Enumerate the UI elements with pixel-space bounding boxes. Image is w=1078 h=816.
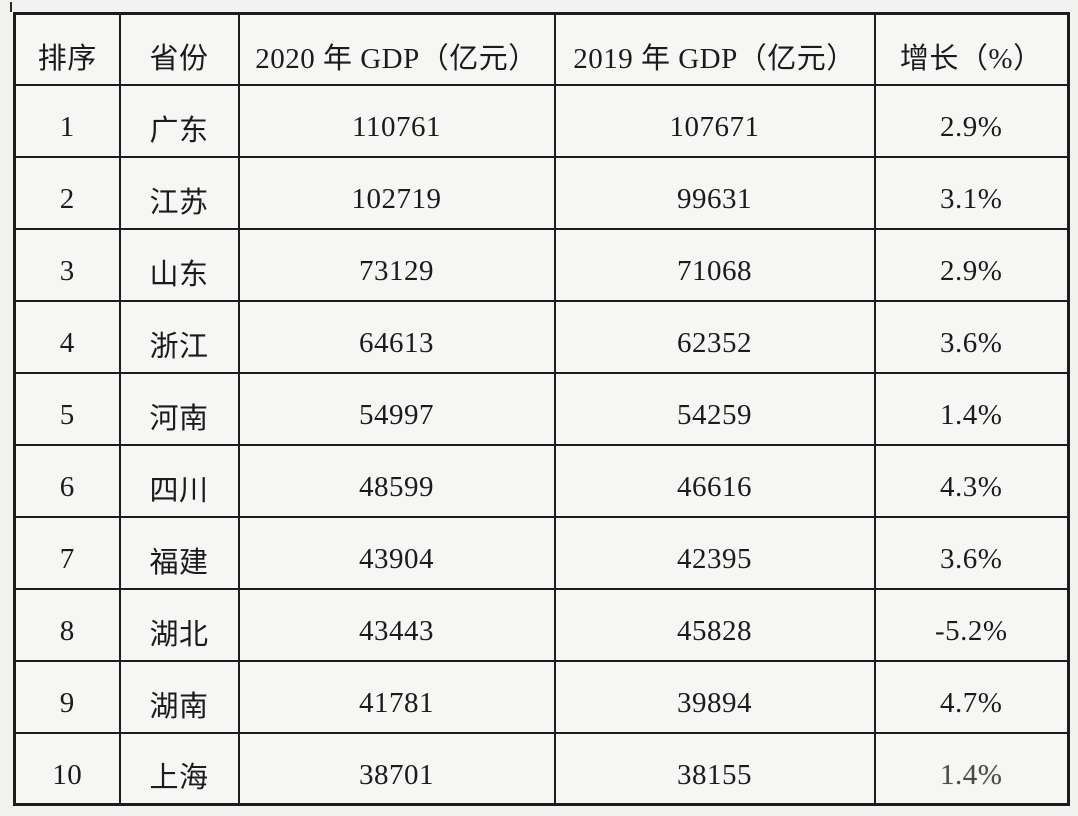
cell-gdp2020: 48599 [237, 443, 556, 518]
cell-rank: 1 [13, 83, 121, 158]
header-cell-rank: 排序 [13, 12, 121, 86]
cell-gdp2019: 46616 [553, 443, 876, 518]
cell-growth: 4.7% [873, 659, 1070, 734]
cell-gdp2020: 73129 [237, 227, 556, 302]
cell-gdp2020: 41781 [237, 659, 556, 734]
table-row: 10 上海 38701 38155 1.4% [13, 731, 1070, 806]
table-row: 1 广东 110761 107671 2.9% [13, 83, 1070, 158]
cell-province: 上海 [118, 731, 240, 806]
cell-gdp2020: 64613 [237, 299, 556, 374]
cell-growth: -5.2% [873, 587, 1070, 662]
cell-province: 湖南 [118, 659, 240, 734]
cell-gdp2019: 39894 [553, 659, 876, 734]
cell-growth: 1.4% [873, 371, 1070, 446]
cell-province: 湖北 [118, 587, 240, 662]
table-row: 5 河南 54997 54259 1.4% [13, 371, 1070, 446]
cell-growth: 2.9% [873, 227, 1070, 302]
cell-gdp2019: 107671 [553, 83, 876, 158]
header-row: 排序 省份 2020 年 GDP（亿元） 2019 年 GDP（亿元） 增长（%… [13, 12, 1070, 86]
cell-rank: 6 [13, 443, 121, 518]
cell-gdp2020: 38701 [237, 731, 556, 806]
table-row: 4 浙江 64613 62352 3.6% [13, 299, 1070, 374]
cell-province: 四川 [118, 443, 240, 518]
cell-growth: 3.1% [873, 155, 1070, 230]
cell-growth: 3.6% [873, 299, 1070, 374]
cell-gdp2019: 42395 [553, 515, 876, 590]
cell-rank: 3 [13, 227, 121, 302]
cell-gdp2019: 45828 [553, 587, 876, 662]
header-cell-province: 省份 [118, 12, 240, 86]
cell-gdp2019: 71068 [553, 227, 876, 302]
cell-gdp2020: 43904 [237, 515, 556, 590]
cell-rank: 2 [13, 155, 121, 230]
cell-gdp2020: 102719 [237, 155, 556, 230]
table-row: 3 山东 73129 71068 2.9% [13, 227, 1070, 302]
cell-gdp2020: 110761 [237, 83, 556, 158]
cell-gdp2019: 38155 [553, 731, 876, 806]
cell-province: 河南 [118, 371, 240, 446]
cell-gdp2019: 54259 [553, 371, 876, 446]
cell-growth: 4.3% [873, 443, 1070, 518]
cell-growth: 3.6% [873, 515, 1070, 590]
table-row: 7 福建 43904 42395 3.6% [13, 515, 1070, 590]
cell-rank: 7 [13, 515, 121, 590]
table-row: 9 湖南 41781 39894 4.7% [13, 659, 1070, 734]
cell-gdp2019: 62352 [553, 299, 876, 374]
cell-province: 江苏 [118, 155, 240, 230]
table-row: 2 江苏 102719 99631 3.1% [13, 155, 1070, 230]
cell-province: 山东 [118, 227, 240, 302]
header-cell-growth: 增长（%） [873, 12, 1070, 86]
cell-growth: 2.9% [873, 83, 1070, 158]
header-cell-gdp2019: 2019 年 GDP（亿元） [553, 12, 876, 86]
cell-rank: 5 [13, 371, 121, 446]
cell-rank: 10 [13, 731, 121, 806]
cell-rank: 8 [13, 587, 121, 662]
table-row: 8 湖北 43443 45828 -5.2% [13, 587, 1070, 662]
cell-province: 福建 [118, 515, 240, 590]
cell-rank: 4 [13, 299, 121, 374]
header-cell-gdp2020: 2020 年 GDP（亿元） [237, 12, 556, 86]
cell-province: 浙江 [118, 299, 240, 374]
cell-gdp2020: 43443 [237, 587, 556, 662]
gdp-ranking-table: 排序 省份 2020 年 GDP（亿元） 2019 年 GDP（亿元） 增长（%… [13, 12, 1070, 806]
cell-gdp2019: 99631 [553, 155, 876, 230]
cell-rank: 9 [13, 659, 121, 734]
cell-gdp2020: 54997 [237, 371, 556, 446]
cell-growth: 1.4% [873, 731, 1070, 806]
stray-tick-mark [10, 2, 12, 12]
table-row: 6 四川 48599 46616 4.3% [13, 443, 1070, 518]
cell-province: 广东 [118, 83, 240, 158]
